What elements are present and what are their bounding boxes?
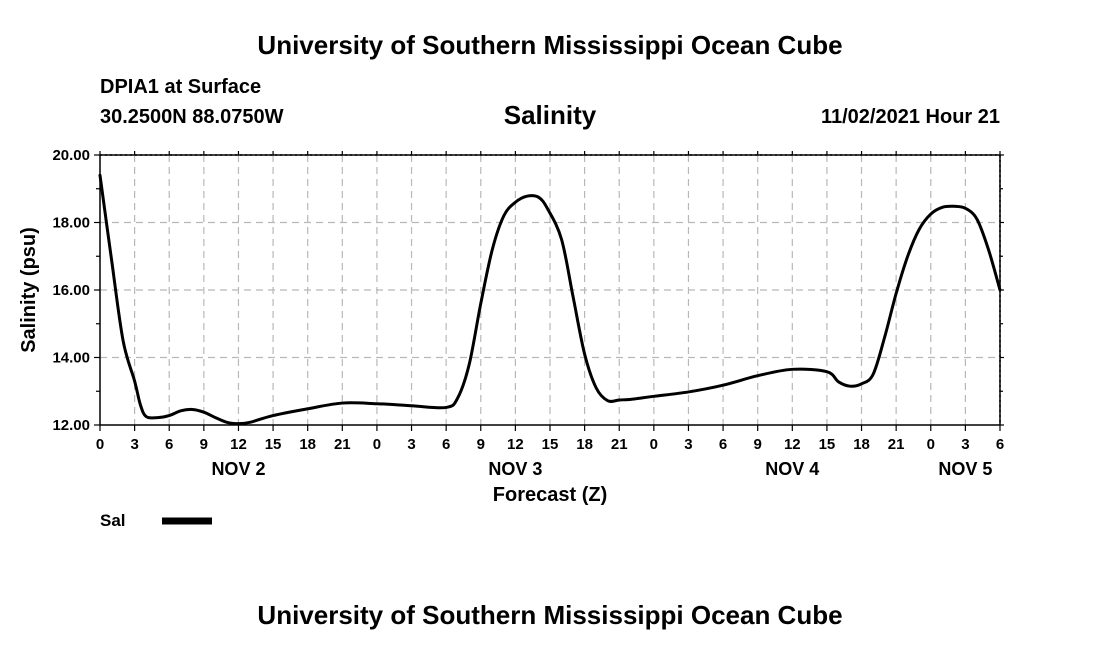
x-tick-label: 6 [719, 436, 727, 453]
x-tick-label: 12 [784, 436, 801, 453]
x-tick-label: 0 [96, 436, 104, 453]
chart-title: Salinity [503, 100, 597, 130]
day-label: NOV 3 [488, 459, 542, 479]
x-tick-label: 18 [853, 436, 870, 453]
x-tick-label: 6 [996, 436, 1004, 453]
x-axis-title: Forecast (Z) [493, 484, 607, 506]
x-tick-label: 0 [650, 436, 658, 453]
x-tick-label: 9 [754, 436, 762, 453]
day-label: NOV 2 [211, 459, 265, 479]
legend: Sal [100, 511, 212, 530]
x-tick-label: 6 [165, 436, 173, 453]
y-tick-label: 16.00 [52, 282, 90, 299]
series-layer [98, 173, 1002, 426]
day-label: NOV 5 [938, 459, 992, 479]
x-tick-label: 12 [507, 436, 524, 453]
x-tick-label: 0 [373, 436, 381, 453]
y-tick-label: 18.00 [52, 215, 90, 232]
grid [100, 155, 1000, 425]
x-tick-label: 18 [576, 436, 593, 453]
station-label: DPIA1 at Surface [100, 76, 262, 98]
legend-label: Sal [100, 511, 126, 530]
x-tick-label: 15 [542, 436, 559, 453]
x-tick-label: 21 [611, 436, 628, 453]
y-tick-label: 12.00 [52, 417, 90, 434]
top-title: University of Southern Mississippi Ocean… [257, 30, 843, 60]
x-tick-label: 3 [407, 436, 415, 453]
x-tick-label: 9 [200, 436, 208, 453]
y-tick-label: 20.00 [52, 147, 90, 164]
x-tick-label: 3 [684, 436, 692, 453]
station-coordinates: 30.2500N 88.0750W [100, 106, 284, 128]
x-tick-label: 3 [130, 436, 138, 453]
x-tick-label: 6 [442, 436, 450, 453]
x-tick-label: 21 [334, 436, 351, 453]
axes [94, 151, 1004, 431]
x-tick-label: 15 [265, 436, 282, 453]
series-line-sal [98, 173, 1002, 426]
x-tick-label: 9 [477, 436, 485, 453]
forecast-datetime: 11/02/2021 Hour 21 [820, 106, 1000, 128]
x-tick-label: 12 [230, 436, 247, 453]
x-tick-label: 3 [961, 436, 969, 453]
day-label: NOV 4 [765, 459, 819, 479]
y-tick-label: 14.00 [52, 350, 90, 367]
y-axis-title: Salinity (psu) [18, 227, 40, 353]
bottom-title: University of Southern Mississippi Ocean… [257, 600, 843, 630]
x-tick-label: 18 [299, 436, 316, 453]
axis-labels: 0 3 6 9 12 15 18 21 0 3 6 9 12 15 18 21 0 3 6 9 12 15 18 21 0 3 6 1… [18, 147, 1004, 506]
x-tick-label: 15 [819, 436, 836, 453]
x-tick-label: 0 [927, 436, 935, 453]
x-tick-label: 21 [888, 436, 905, 453]
